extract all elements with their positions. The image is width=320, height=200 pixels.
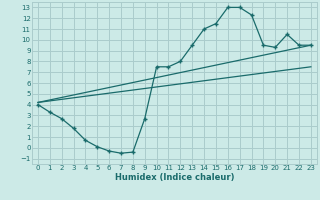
X-axis label: Humidex (Indice chaleur): Humidex (Indice chaleur)	[115, 173, 234, 182]
